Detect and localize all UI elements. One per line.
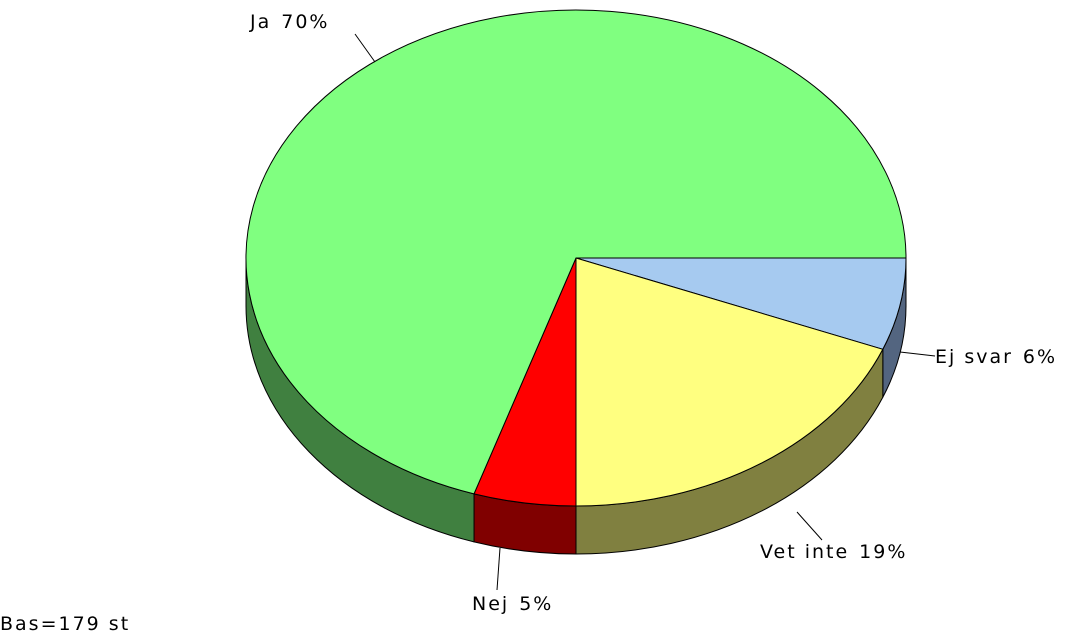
- category-label: Ja: [249, 11, 271, 33]
- slice-label: Nej 5%: [472, 593, 553, 615]
- slice: [245, 9, 907, 495]
- leader-line: [496, 547, 501, 591]
- leader-line: [354, 33, 376, 63]
- slice: [575, 257, 907, 350]
- value-label: 19%: [859, 541, 907, 563]
- slice-label: Vet inte 19%: [760, 541, 907, 563]
- slice-label: Ej svar 6%: [935, 346, 1057, 368]
- category-label: Ej svar: [935, 346, 1013, 368]
- leader-line: [899, 351, 936, 357]
- category-label: Vet inte: [760, 541, 849, 563]
- base-note: Bas=179 st: [0, 613, 130, 635]
- value-label: 70%: [281, 11, 329, 33]
- value-label: 6%: [1023, 346, 1057, 368]
- value-label: 5%: [519, 593, 553, 615]
- slice-label: Ja 70%: [249, 11, 329, 33]
- slice: [575, 257, 884, 507]
- category-label: Nej: [472, 593, 509, 615]
- leader-line: [796, 511, 823, 541]
